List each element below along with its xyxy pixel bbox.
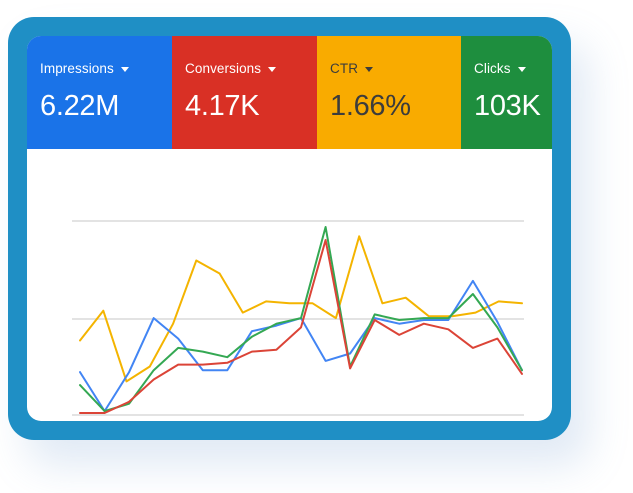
metric-label-impressions: Impressions xyxy=(40,61,114,76)
performance-panel: Impressions 6.22M Conversions 4.17K CTR … xyxy=(27,36,552,421)
metric-tile-ctr[interactable]: CTR 1.66% xyxy=(317,36,461,149)
metric-label-clicks: Clicks xyxy=(474,61,511,76)
metric-value-clicks: 103K xyxy=(474,90,541,122)
dropdown-caret-icon[interactable] xyxy=(365,66,374,72)
metric-value-impressions: 6.22M xyxy=(40,90,120,122)
metric-tile-impressions[interactable]: Impressions 6.22M xyxy=(27,36,172,149)
metric-label-row-ctr: CTR xyxy=(330,61,374,76)
dropdown-caret-icon[interactable] xyxy=(120,66,129,72)
metric-value-conversions: 4.17K xyxy=(185,90,260,122)
series-line-2 xyxy=(79,279,523,413)
chart-series xyxy=(79,226,523,414)
metric-tiles: Impressions 6.22M Conversions 4.17K CTR … xyxy=(27,36,552,149)
dropdown-caret-icon[interactable] xyxy=(268,66,277,72)
metric-label-ctr: CTR xyxy=(330,61,359,76)
metric-label-conversions: Conversions xyxy=(185,61,262,76)
dropdown-caret-icon[interactable] xyxy=(517,66,526,72)
metric-label-row-impressions: Impressions xyxy=(40,61,129,76)
metric-value-ctr: 1.66% xyxy=(330,90,411,122)
metric-label-row-clicks: Clicks xyxy=(474,61,526,76)
performance-line-chart xyxy=(72,220,524,416)
series-line-3 xyxy=(79,226,523,413)
series-line-1 xyxy=(79,235,523,383)
metric-tile-conversions[interactable]: Conversions 4.17K xyxy=(172,36,317,149)
metric-tile-clicks[interactable]: Clicks 103K xyxy=(461,36,552,149)
series-line-4 xyxy=(79,239,523,414)
metric-label-row-conversions: Conversions xyxy=(185,61,277,76)
